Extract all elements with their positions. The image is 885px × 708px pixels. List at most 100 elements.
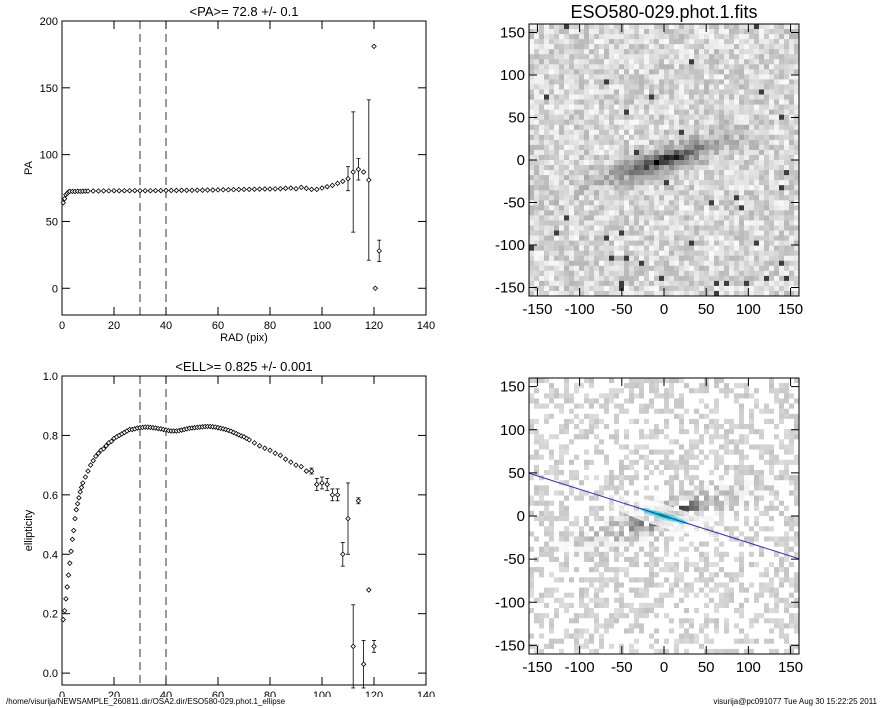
data-point	[70, 527, 77, 534]
data-point	[73, 506, 80, 513]
data-point	[220, 187, 226, 193]
data-point	[314, 186, 320, 193]
y-tick-label: 0	[517, 152, 525, 169]
data-point	[173, 187, 180, 194]
data-point	[204, 187, 211, 193]
x-tick-label: 50	[698, 659, 715, 676]
data-point	[267, 447, 273, 454]
data-point	[246, 186, 252, 193]
x-tick-label: -50	[611, 659, 633, 676]
data-point	[168, 187, 174, 194]
data-point	[350, 169, 356, 175]
data-point	[77, 489, 83, 495]
x-tick-label: 80	[264, 320, 276, 332]
x-tick-label: -100	[565, 301, 595, 318]
y-tick-label: 0	[52, 283, 58, 295]
y-tick-label: 50	[46, 216, 58, 228]
y-tick-label: -100	[495, 237, 525, 254]
data-point	[251, 440, 258, 446]
data-point	[308, 186, 315, 193]
data-point	[67, 560, 73, 566]
data-point	[126, 187, 133, 194]
y-tick-label: 0.0	[43, 668, 58, 680]
x-axis-label: RAD (pix)	[220, 332, 268, 344]
data-point	[210, 187, 216, 193]
galaxy-image-panel: ESO580-029.phot.1.fits -150 -100 -50 0 50 100 1…	[495, 2, 803, 318]
x-tick-label: 0	[660, 301, 668, 318]
data-point	[334, 492, 341, 498]
y-tick-label: 50	[508, 465, 525, 482]
data-point	[293, 462, 299, 468]
data-point	[103, 443, 109, 449]
image-pixels	[529, 378, 800, 655]
data-point	[324, 481, 330, 488]
major-axis-line	[528, 472, 800, 560]
data-point	[303, 468, 310, 474]
x-tick-label: 140	[417, 320, 435, 332]
y-tick-label: 100	[40, 150, 58, 162]
data-point	[288, 459, 294, 465]
image-title: ESO580-029.phot.1.fits	[570, 2, 757, 22]
data-point	[215, 187, 221, 193]
data-point	[63, 596, 69, 602]
data-point	[72, 515, 78, 522]
data-point	[319, 480, 325, 486]
plot-title: <PA>= 72.8 +/- 0.1	[190, 4, 299, 19]
data-point	[87, 462, 94, 468]
data-point	[308, 468, 315, 474]
y-tick-label: 100	[500, 67, 525, 84]
y-tick-label: 0.6	[43, 490, 58, 502]
data-point	[60, 199, 67, 206]
data-point	[345, 515, 351, 522]
data-point	[355, 166, 362, 173]
data-point	[61, 195, 68, 202]
data-point	[194, 187, 200, 193]
x-tick-label: -150	[522, 301, 552, 318]
data-point	[350, 643, 356, 650]
data-point	[293, 185, 299, 192]
image-pixels	[529, 24, 800, 297]
x-tick-label: 150	[778, 301, 803, 318]
data-point	[371, 43, 377, 50]
data-point	[132, 187, 138, 194]
data-point	[152, 187, 159, 194]
data-point	[241, 186, 247, 193]
x-tick-label: 100	[736, 301, 761, 318]
y-axis-label: PA	[23, 160, 35, 175]
data-point	[78, 484, 85, 491]
y-tick-label: -100	[495, 594, 525, 611]
x-tick-label: 100	[736, 659, 761, 676]
x-tick-label: 20	[108, 320, 120, 332]
data-point	[80, 480, 86, 486]
y-tick-label: 150	[500, 379, 525, 396]
x-tick-label: 0	[660, 659, 668, 676]
data-point	[256, 443, 263, 449]
data-point	[60, 616, 67, 623]
y-tick-label: 100	[500, 422, 525, 439]
data-point	[371, 643, 377, 650]
ellipticity-profile-plot: <ELL>= 0.825 +/- 0.001 0 20 40 60 80 100 120 140…	[23, 359, 435, 697]
y-tick-label: 50	[508, 110, 525, 127]
data-point	[329, 492, 336, 498]
data-point	[85, 468, 91, 474]
x-tick-label: 50	[698, 301, 715, 318]
data-point	[340, 551, 346, 558]
data-point	[360, 661, 367, 667]
data-point	[360, 169, 367, 175]
y-tick-label: -50	[503, 551, 525, 568]
data-point	[85, 188, 91, 194]
data-point	[189, 187, 195, 194]
data-point	[246, 437, 252, 443]
data-point	[74, 500, 81, 507]
x-tick-label: 150	[778, 659, 803, 676]
data-point	[137, 187, 143, 194]
data-point	[106, 188, 112, 194]
data-point	[282, 456, 289, 462]
data-point	[93, 453, 99, 459]
data-point	[277, 185, 284, 192]
data-point	[82, 474, 89, 480]
x-tick-label: 0	[59, 320, 65, 332]
galaxy-ellipse-fit-panel: -150 -100 -50 0 50 100 150 150 100 50 0 -50 -100 -150	[495, 377, 803, 676]
y-tick-label: 150	[500, 25, 525, 42]
x-tick-label: 40	[160, 320, 172, 332]
